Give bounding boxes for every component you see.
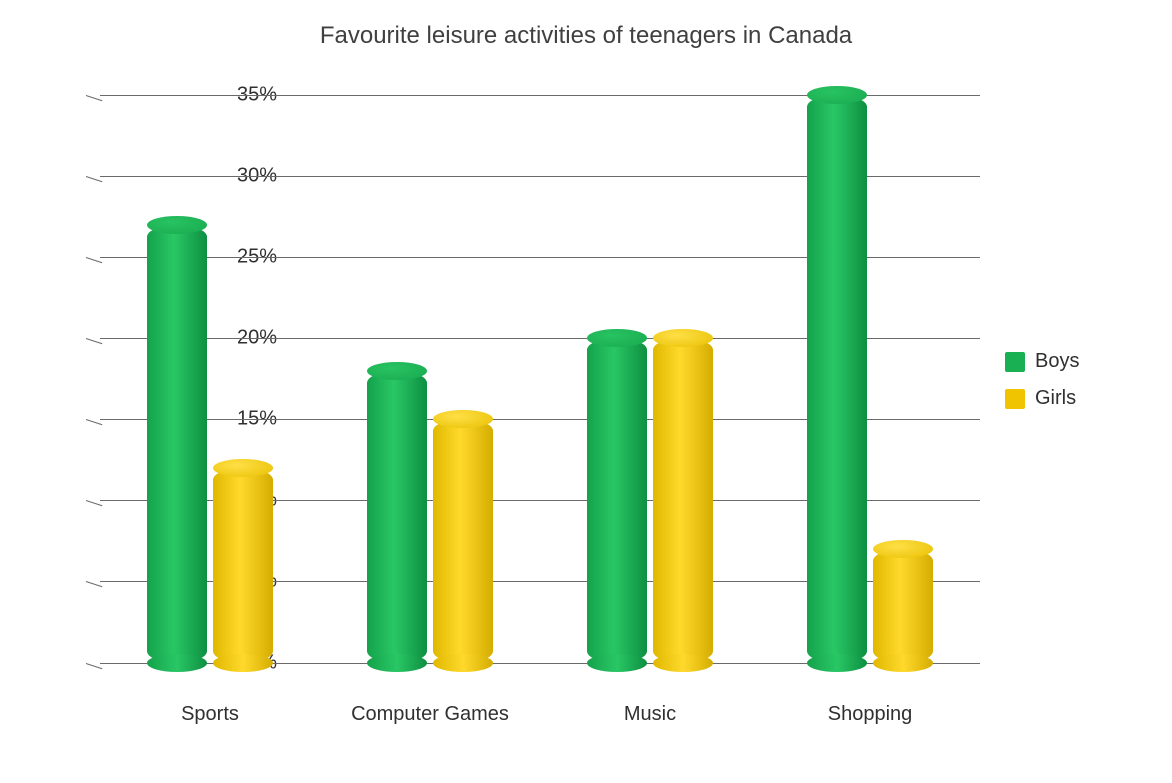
plot-area: Sports Computer Games Music Shopping	[100, 95, 980, 695]
legend-label: Girls	[1035, 387, 1076, 410]
bar-girls-music	[653, 338, 713, 662]
xtick-label: Computer Games	[351, 703, 509, 726]
legend: Boys Girls	[1005, 350, 1079, 424]
bars-layer	[100, 95, 980, 695]
chart-title: Favourite leisure activities of teenager…	[0, 22, 1172, 50]
legend-item-girls: Girls	[1005, 387, 1079, 410]
bar-girls-sports	[213, 468, 273, 663]
legend-label: Boys	[1035, 350, 1079, 373]
legend-item-boys: Boys	[1005, 350, 1079, 373]
xtick-label: Sports	[181, 703, 239, 726]
bar-girls-shopping	[873, 549, 933, 663]
bar-girls-computer-games	[433, 419, 493, 662]
bar-chart: Favourite leisure activities of teenager…	[0, 0, 1172, 783]
legend-swatch	[1005, 352, 1025, 372]
xtick-label: Music	[624, 703, 676, 726]
bar-boys-shopping	[807, 95, 867, 663]
xtick-label: Shopping	[828, 703, 913, 726]
bar-boys-sports	[147, 225, 207, 663]
legend-swatch	[1005, 389, 1025, 409]
bar-boys-computer-games	[367, 371, 427, 663]
bar-boys-music	[587, 338, 647, 662]
